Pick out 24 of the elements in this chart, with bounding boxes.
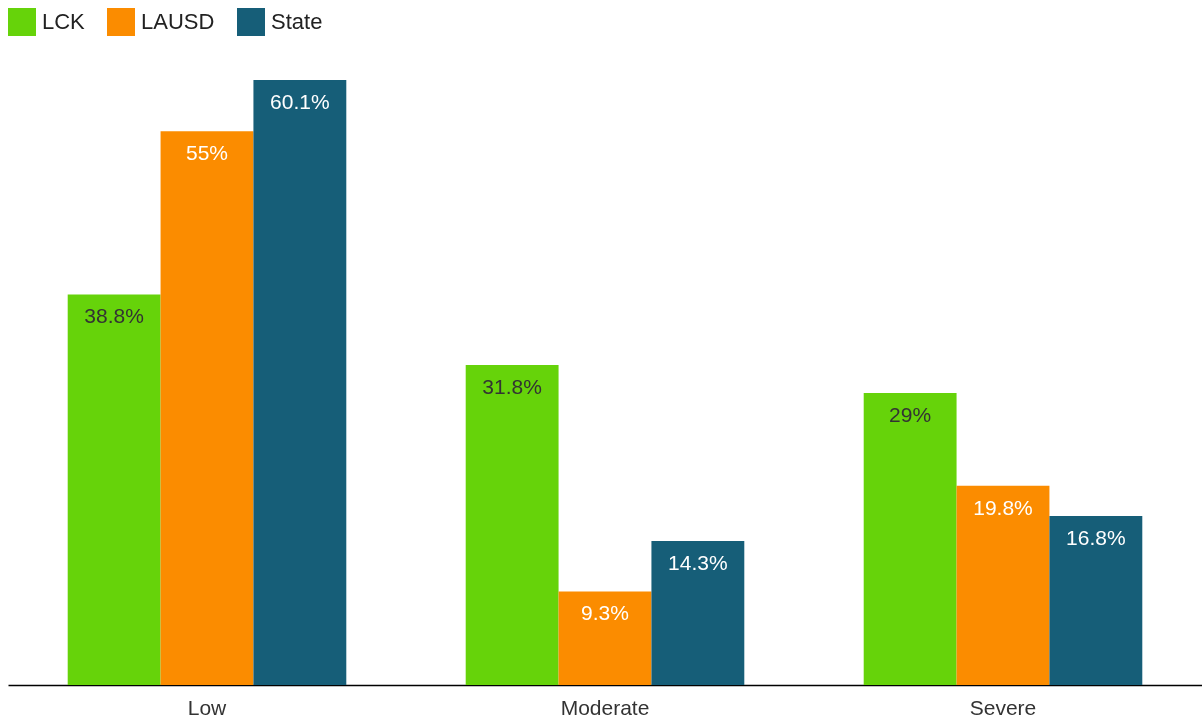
bar	[863, 393, 957, 685]
data-label: 38.8%	[84, 304, 144, 328]
data-label: 9.3%	[581, 601, 629, 625]
data-label: 19.8%	[973, 495, 1033, 519]
data-label: 16.8%	[1066, 525, 1126, 549]
bar	[160, 131, 254, 685]
legend-label: LCK	[42, 9, 86, 34]
data-label: 60.1%	[270, 90, 330, 113]
bar	[1049, 515, 1143, 685]
bar	[956, 485, 1050, 685]
bar	[558, 591, 652, 685]
bar	[253, 80, 347, 685]
data-label: 31.8%	[482, 374, 542, 398]
data-label: 29%	[889, 403, 932, 427]
bar	[651, 541, 745, 685]
x-tick-label: Low	[187, 695, 228, 719]
data-label: 14.3%	[668, 551, 728, 575]
legend-label: State	[271, 9, 323, 34]
bar	[465, 364, 559, 685]
data-label: 55%	[185, 141, 229, 165]
x-tick-label: Moderate	[560, 695, 650, 719]
bar	[67, 294, 161, 685]
x-tick-label: Severe	[969, 695, 1037, 719]
legend-label: LAUSD	[141, 9, 215, 34]
